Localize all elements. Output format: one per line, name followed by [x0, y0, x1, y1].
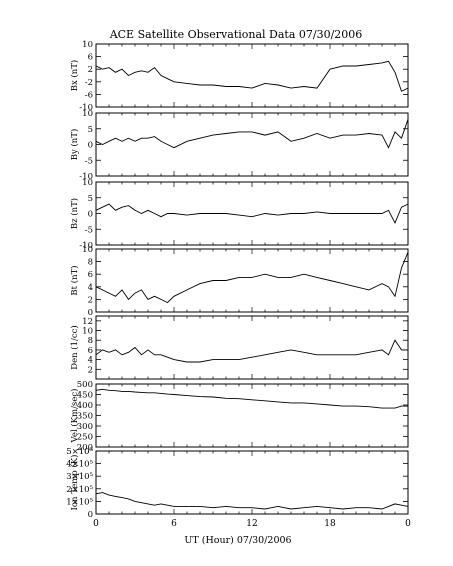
y-tick-label: 6 — [88, 53, 93, 63]
y-tick-label: 8 — [88, 336, 93, 346]
y-tick-label: 12 — [82, 317, 93, 327]
y-tick-label: 2 — [88, 65, 93, 75]
x-tick-label: 0 — [93, 519, 99, 529]
panel-frame — [95, 248, 409, 313]
panel-3: 10 5 0 -5 -10 Bz (nT) — [69, 178, 409, 251]
series-line — [95, 339, 408, 363]
y-tick-label: 500 — [77, 380, 93, 390]
y-tick-label: -5 — [85, 225, 93, 235]
y-tick-label: -10 — [79, 241, 93, 251]
y-tick-label: 8 — [88, 258, 93, 268]
y-tick-label: 2×10⁵ — [66, 485, 93, 495]
panel-ylabel: Den (1/cc) — [69, 325, 80, 369]
panel-ylabel: Bt (nT) — [69, 265, 80, 295]
y-tick-label: -2 — [85, 78, 93, 88]
panel-ylabel: Bz (nT) — [69, 198, 80, 229]
y-tick-label: 0 — [88, 510, 93, 520]
x-axis-label: UT (Hour) 07/30/2006 — [184, 535, 291, 546]
series-line — [95, 252, 409, 304]
y-tick-label: -5 — [85, 156, 93, 166]
y-tick-label: 10 — [82, 178, 93, 188]
y-tick-label: 5 — [88, 194, 93, 204]
y-tick-label: 250 — [77, 433, 93, 443]
y-tick-label: 2 — [88, 365, 93, 375]
y-tick-label: 6 — [88, 270, 93, 280]
y-tick-label: 300 — [77, 422, 93, 432]
y-tick-label: 4 — [88, 283, 93, 293]
series-line — [95, 60, 409, 92]
panel-ylabel: Bx (nT) — [69, 60, 80, 92]
y-tick-label: 5×10⁵ — [66, 447, 93, 457]
series-line — [95, 492, 409, 510]
y-tick-label: 450 — [77, 391, 93, 401]
y-tick-label: -10 — [79, 172, 93, 182]
panel-1: 10 6 2 -2 -6 -10 Bx (nT) — [69, 40, 409, 113]
panel-frame — [95, 383, 409, 448]
y-tick-label: 10 — [82, 327, 93, 337]
series-line — [95, 203, 409, 224]
panel-frame — [95, 43, 409, 108]
x-tick-label: 12 — [246, 519, 257, 529]
panel-2: 10 5 0 -5 -10 By (nT) — [69, 109, 409, 182]
y-tick-label: 3×10⁵ — [66, 472, 93, 482]
panel-ylabel: Ion Temp (K) — [69, 455, 80, 511]
y-tick-label: 350 — [77, 412, 93, 422]
panel-7: 5×10⁵ 4×10⁵ 3×10⁵ 2×10⁵ 1×10⁵ 0 Ion Temp (K) — [66, 447, 409, 520]
y-tick-label: 200 — [77, 443, 93, 453]
panel-frame — [95, 315, 409, 380]
y-tick-label: 4 — [88, 356, 93, 366]
chart-title: ACE Satellite Observational Data 07/30/2… — [109, 28, 363, 41]
panel-ylabel: Vel (Km/sec) — [69, 389, 80, 444]
x-tick-label: 18 — [324, 519, 336, 529]
y-tick-label: 10 — [82, 109, 93, 119]
series-line — [95, 388, 408, 409]
panel-frame — [95, 112, 409, 177]
panel-ylabel: By (nT) — [69, 129, 80, 161]
panel-4: 10 8 6 4 2 0 Bt (nT) — [69, 245, 409, 318]
y-tick-label: -10 — [79, 103, 93, 113]
series-line — [95, 119, 409, 149]
y-tick-label: 0 — [88, 141, 93, 151]
y-tick-label: 1×10⁵ — [66, 497, 93, 507]
panel-frame — [95, 450, 409, 515]
y-tick-label: 400 — [77, 401, 93, 411]
x-tick-label: 0 — [405, 519, 411, 529]
y-tick-label: 0 — [88, 210, 93, 220]
y-tick-label: 2 — [88, 295, 93, 305]
y-tick-label: 5 — [88, 125, 93, 135]
y-tick-label: -6 — [85, 90, 93, 100]
y-tick-label: 4×10⁵ — [66, 460, 93, 470]
y-tick-label: 10 — [82, 40, 93, 50]
x-tick-label: 6 — [171, 519, 177, 529]
y-tick-label: 0 — [88, 308, 93, 318]
y-tick-label: 6 — [88, 346, 93, 356]
y-tick-label: 10 — [82, 245, 93, 255]
